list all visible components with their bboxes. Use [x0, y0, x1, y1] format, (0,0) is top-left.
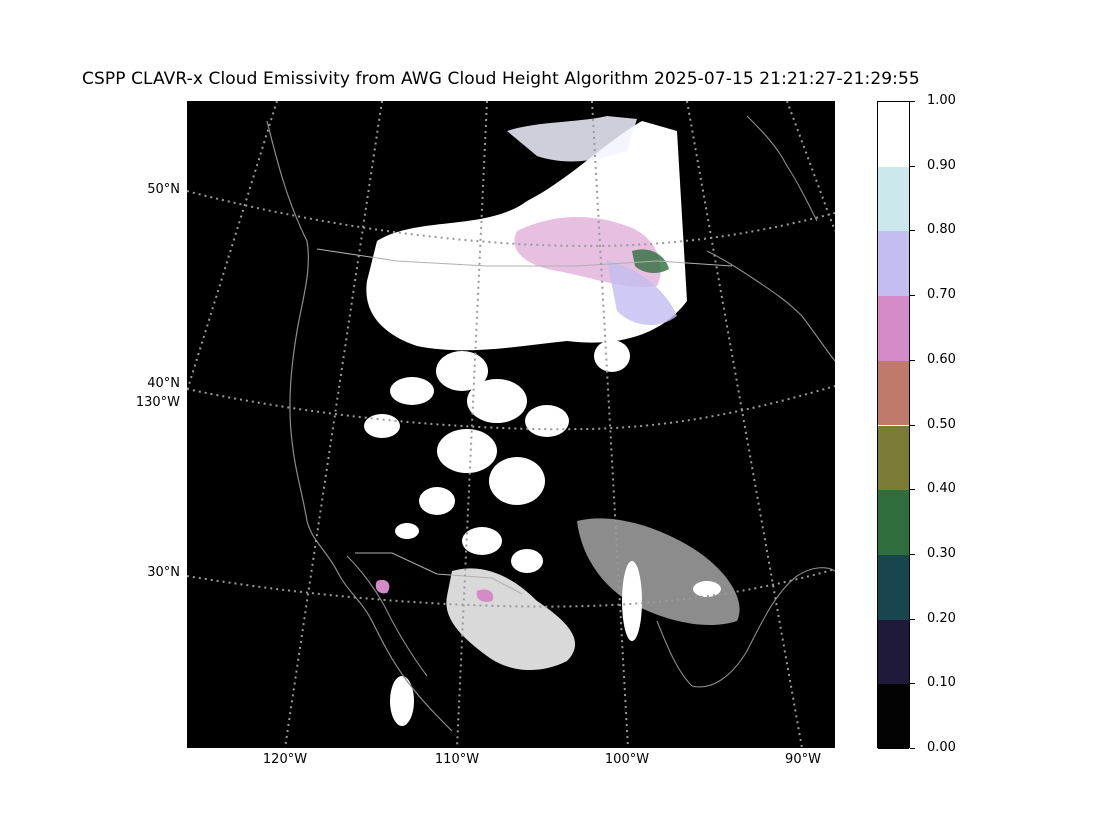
- colorbar-tick: [910, 618, 915, 620]
- lon-label-120w: 120°W: [262, 752, 308, 767]
- cloud-cluster: [467, 379, 527, 423]
- us-canada-border: [316, 248, 733, 267]
- cloud-cluster: [511, 549, 543, 573]
- colorbar-tick-label: 1.00: [927, 93, 956, 108]
- coastline: [266, 120, 453, 732]
- colorbar-tick-label: 0.60: [927, 351, 956, 367]
- map-canvas: [187, 101, 835, 748]
- map-panel: [187, 101, 835, 748]
- cloud-cluster: [594, 340, 630, 372]
- colorbar-segment: [878, 231, 909, 297]
- colorbar-tick: [910, 748, 915, 749]
- latitude-line-30n: [187, 568, 835, 608]
- colorbar: [877, 101, 910, 749]
- baja-coastline: [346, 555, 428, 677]
- colorbar-tick-label: 0.70: [927, 287, 956, 303]
- cloud-cluster: [364, 414, 400, 438]
- cloud-cluster: [693, 581, 721, 597]
- colorbar-tick: [910, 101, 915, 102]
- colorbar-segment: [878, 619, 909, 685]
- southern-cloud-field: [446, 568, 576, 671]
- colorbar-tick: [910, 683, 915, 685]
- colorbar-tick: [910, 424, 915, 426]
- colorbar-segment: [878, 684, 909, 749]
- us-mexico-border: [355, 552, 523, 595]
- lon-label-110w: 110°W: [434, 752, 480, 767]
- cloud-cluster: [525, 405, 569, 437]
- cloud-cluster: [390, 676, 414, 726]
- colorbar-segment: [878, 554, 909, 620]
- pink-cloud-specks: [375, 579, 390, 594]
- colorbar-segment: [878, 296, 909, 361]
- great-lakes: [706, 115, 835, 362]
- cloud-cluster: [489, 457, 545, 505]
- cloud-cluster: [436, 351, 488, 391]
- cloud-wisps-north: [507, 116, 637, 162]
- colorbar-tick-label: 0.20: [927, 610, 956, 626]
- cloud-cluster: [437, 429, 497, 473]
- colorbar-segment: [878, 425, 909, 491]
- lat-label-30n: 30°N: [147, 565, 180, 580]
- southern-cloud-field: [577, 518, 740, 626]
- latitude-line-50n: [187, 190, 835, 248]
- colorbar-tick-label: 0.10: [927, 675, 956, 691]
- longitude-line-130w: [187, 101, 278, 392]
- lat-label-40n: 40°N: [147, 376, 180, 391]
- colorbar-tick-label: 0.40: [927, 481, 956, 497]
- colorbar-tick-label: 0.90: [927, 157, 956, 173]
- colorbar-tick-label: 0.50: [927, 416, 956, 432]
- pink-cloud-specks: [476, 589, 494, 602]
- colorbar-tick: [910, 165, 915, 167]
- colorbar-tick: [910, 359, 915, 361]
- colorbar-tick: [910, 295, 915, 297]
- colorbar-segment: [878, 102, 909, 167]
- cloud-cluster: [419, 487, 455, 515]
- longitude-line-90w: [686, 101, 803, 748]
- longitude-line-80w: [786, 101, 835, 232]
- colorbar-tick-label: 0.80: [927, 222, 956, 238]
- cloud-cluster: [395, 523, 419, 539]
- longitude-line-120w: [284, 101, 383, 748]
- colorbar-segment: [878, 360, 909, 426]
- colorbar-segment: [878, 490, 909, 555]
- gulf-coastline: [656, 567, 835, 688]
- graticule: [187, 101, 835, 748]
- colorbar-tick: [910, 230, 915, 232]
- colorbar-segment: [878, 166, 909, 232]
- cloud-cluster: [622, 561, 642, 641]
- chart-title: CSPP CLAVR-x Cloud Emissivity from AWG C…: [82, 69, 920, 89]
- lavender-cloud-edge: [607, 261, 677, 326]
- lon-label-130w: 130°W: [135, 395, 180, 410]
- cloud-cluster: [462, 527, 502, 555]
- lon-label-90w: 90°W: [785, 752, 821, 767]
- longitude-line-100w: [591, 101, 629, 748]
- cloud-cluster: [390, 377, 434, 405]
- colorbar-tick: [910, 489, 915, 491]
- colorbar-tick-label: 0.00: [927, 740, 956, 755]
- colorbar-tick: [910, 553, 915, 555]
- lat-label-50n: 50°N: [147, 182, 180, 197]
- lon-label-100w: 100°W: [604, 752, 650, 767]
- colorbar-tick-label: 0.30: [927, 545, 956, 561]
